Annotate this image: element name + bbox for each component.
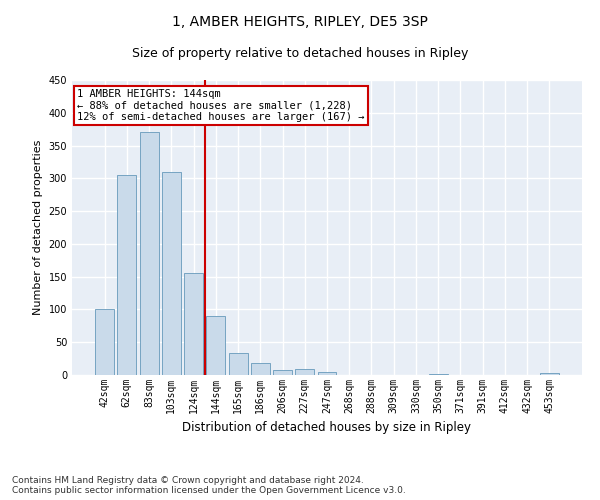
X-axis label: Distribution of detached houses by size in Ripley: Distribution of detached houses by size … [182,422,472,434]
Text: Contains HM Land Registry data © Crown copyright and database right 2024.
Contai: Contains HM Land Registry data © Crown c… [12,476,406,495]
Text: 1 AMBER HEIGHTS: 144sqm
← 88% of detached houses are smaller (1,228)
12% of semi: 1 AMBER HEIGHTS: 144sqm ← 88% of detache… [77,89,365,122]
Bar [206,316,225,375]
Bar [229,352,248,375]
Bar [140,132,158,375]
Bar [95,310,114,375]
Text: Size of property relative to detached houses in Ripley: Size of property relative to detached ho… [132,48,468,60]
Bar [184,274,203,375]
Bar [317,372,337,375]
Bar [251,363,270,375]
Bar [118,175,136,375]
Text: 1, AMBER HEIGHTS, RIPLEY, DE5 3SP: 1, AMBER HEIGHTS, RIPLEY, DE5 3SP [172,15,428,29]
Bar [295,369,314,375]
Y-axis label: Number of detached properties: Number of detached properties [33,140,43,315]
Bar [540,373,559,375]
Bar [162,172,181,375]
Bar [429,374,448,375]
Bar [273,370,292,375]
